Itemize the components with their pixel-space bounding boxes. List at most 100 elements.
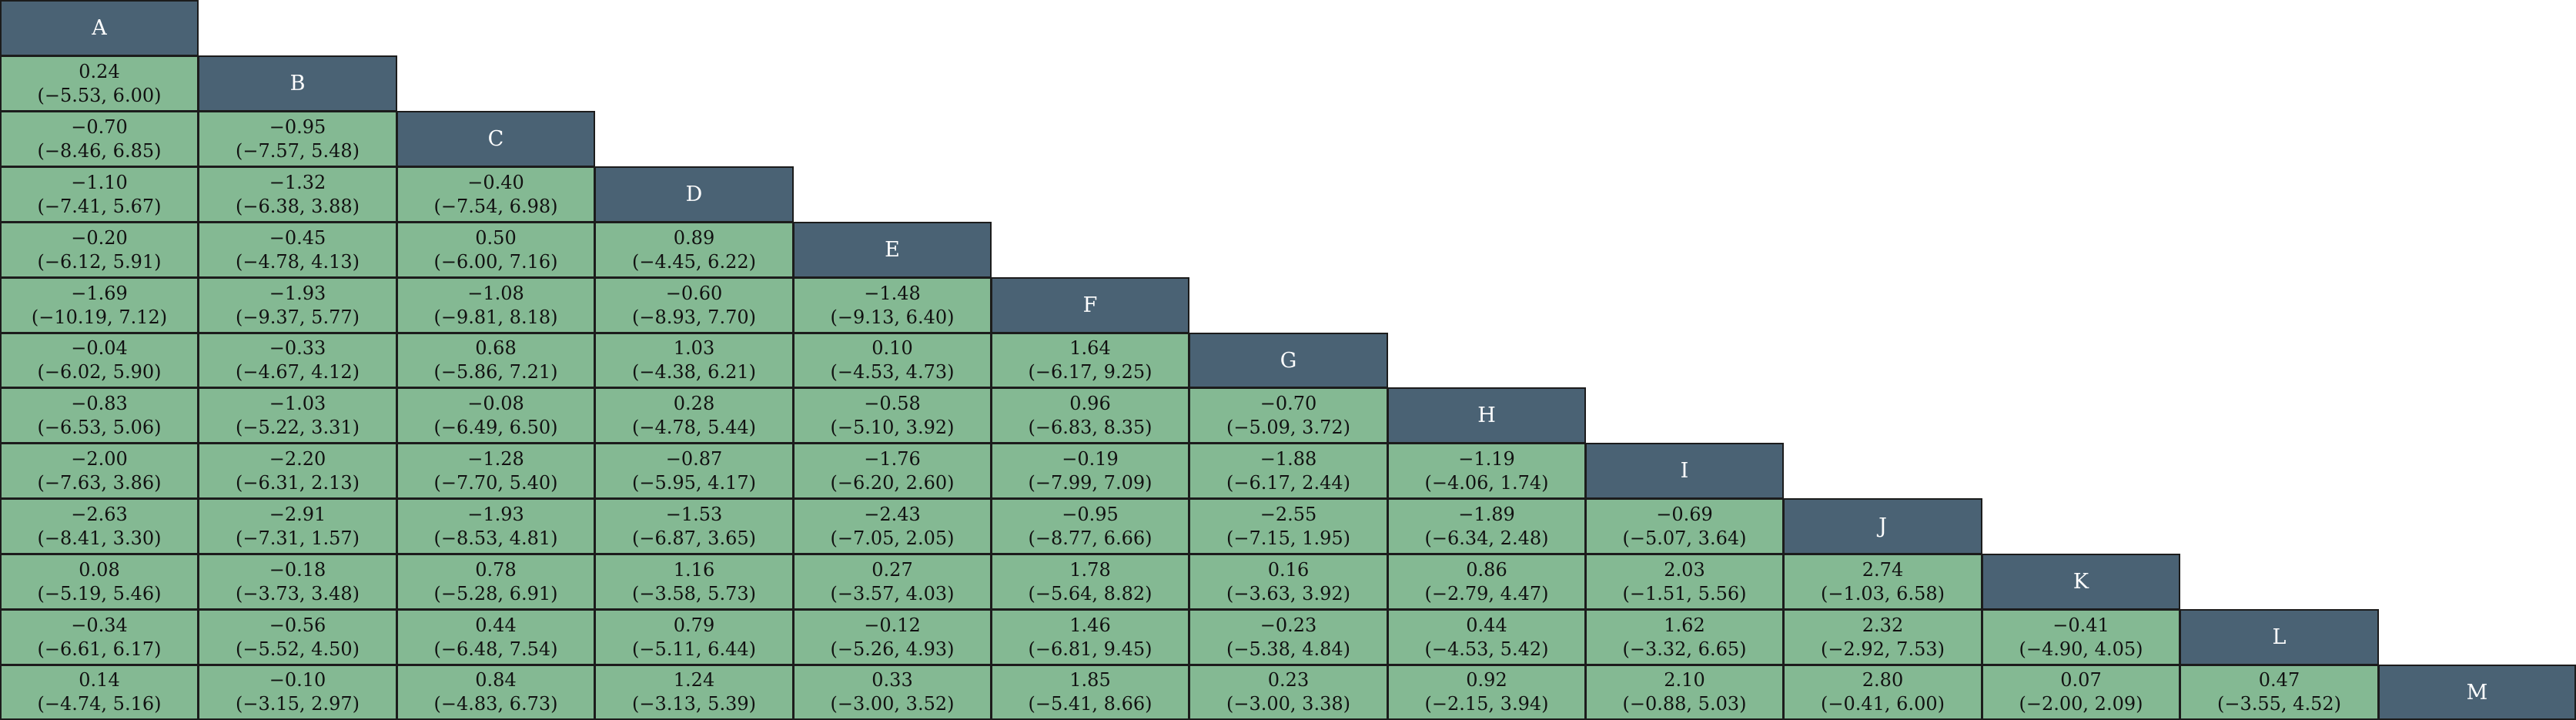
comparison-cell-d-c: −0.40 (−7.54, 6.98): [396, 166, 595, 223]
comparison-cell-i-c: −1.28 (−7.70, 5.40): [396, 443, 595, 499]
effect-estimate: 1.24: [673, 669, 715, 691]
confidence-interval: (−3.58, 5.73): [632, 582, 756, 604]
effect-estimate: 1.64: [1069, 337, 1111, 359]
effect-estimate: −1.48: [864, 282, 921, 304]
confidence-interval: (−2.79, 4.47): [1424, 582, 1549, 604]
confidence-interval: (−4.90, 4.05): [2019, 638, 2143, 660]
confidence-interval: (−3.55, 4.52): [2217, 693, 2341, 715]
confidence-interval: (−6.17, 9.25): [1028, 361, 1153, 383]
effect-estimate: 1.62: [1664, 614, 1705, 636]
effect-estimate: −0.34: [71, 614, 128, 636]
effect-estimate: −1.76: [864, 447, 921, 470]
effect-estimate: 0.89: [673, 226, 715, 249]
effect-estimate: −1.10: [71, 171, 128, 193]
confidence-interval: (−4.83, 6.73): [433, 693, 558, 715]
confidence-interval: (−8.46, 6.85): [37, 139, 162, 162]
effect-estimate: 0.14: [79, 669, 120, 691]
confidence-interval: (−5.11, 6.44): [632, 638, 756, 660]
comparison-cell-l-g: −0.23 (−5.38, 4.84): [1189, 609, 1388, 665]
effect-estimate: −0.18: [269, 558, 326, 581]
confidence-interval: (−8.41, 3.30): [37, 527, 162, 549]
effect-estimate: 2.10: [1664, 669, 1705, 691]
effect-estimate: −0.20: [71, 226, 128, 249]
comparison-cell-k-e: 0.27 (−3.57, 4.03): [793, 554, 992, 610]
comparison-cell-m-i: 2.10 (−0.88, 5.03): [1585, 665, 1784, 720]
comparison-cell-h-b: −1.03 (−5.22, 3.31): [198, 387, 397, 444]
effect-estimate: 0.28: [673, 392, 715, 414]
comparison-cell-g-d: 1.03 (−4.38, 6.21): [594, 333, 794, 388]
effect-estimate: −0.33: [269, 337, 326, 359]
effect-estimate: −0.19: [1062, 447, 1119, 470]
comparison-cell-c-a: −0.70 (−8.46, 6.85): [0, 111, 199, 167]
treatment-header-a: A: [0, 0, 199, 56]
treatment-header-h: H: [1387, 387, 1586, 444]
effect-estimate: −1.69: [71, 282, 128, 304]
confidence-interval: (−10.19, 7.12): [31, 306, 168, 328]
confidence-interval: (−4.06, 1.74): [1424, 471, 1549, 494]
confidence-interval: (−1.51, 5.56): [1622, 582, 1747, 604]
effect-estimate: −0.10: [269, 669, 326, 691]
confidence-interval: (−5.26, 4.93): [830, 638, 955, 660]
treatment-header-e: E: [793, 222, 992, 278]
confidence-interval: (−3.57, 4.03): [830, 582, 955, 604]
effect-estimate: 0.79: [673, 614, 715, 636]
effect-estimate: 0.07: [2060, 669, 2102, 691]
treatment-header-m: M: [2378, 665, 2576, 720]
confidence-interval: (−3.63, 3.92): [1226, 582, 1350, 604]
confidence-interval: (−5.09, 3.72): [1226, 416, 1350, 438]
comparison-cell-m-b: −0.10 (−3.15, 2.97): [198, 665, 397, 720]
comparison-cell-j-f: −0.95 (−8.77, 6.66): [991, 498, 1189, 554]
comparison-cell-l-f: 1.46 (−6.81, 9.45): [991, 609, 1189, 665]
comparison-cell-j-i: −0.69 (−5.07, 3.64): [1585, 498, 1784, 554]
confidence-interval: (−7.57, 5.48): [236, 139, 360, 162]
effect-estimate: −2.63: [71, 503, 128, 525]
effect-estimate: 2.80: [1862, 669, 1904, 691]
confidence-interval: (−6.12, 5.91): [37, 250, 162, 273]
effect-estimate: −0.95: [1062, 503, 1119, 525]
comparison-cell-h-d: 0.28 (−4.78, 5.44): [594, 387, 794, 444]
comparison-cell-l-b: −0.56 (−5.52, 4.50): [198, 609, 397, 665]
comparison-cell-m-j: 2.80 (−0.41, 6.00): [1783, 665, 1982, 720]
effect-estimate: 0.08: [79, 558, 120, 581]
effect-estimate: 1.03: [673, 337, 715, 359]
effect-estimate: −2.00: [71, 447, 128, 470]
effect-estimate: 0.27: [871, 558, 913, 581]
comparison-cell-k-j: 2.74 (−1.03, 6.58): [1783, 554, 1982, 610]
confidence-interval: (−5.86, 7.21): [433, 361, 558, 383]
comparison-cell-j-g: −2.55 (−7.15, 1.95): [1189, 498, 1388, 554]
confidence-interval: (−6.48, 7.54): [433, 638, 558, 660]
comparison-cell-f-c: −1.08 (−9.81, 8.18): [396, 277, 595, 333]
comparison-cell-e-b: −0.45 (−4.78, 4.13): [198, 222, 397, 278]
effect-estimate: 2.03: [1664, 558, 1705, 581]
comparison-cell-k-h: 0.86 (−2.79, 4.47): [1387, 554, 1586, 610]
effect-estimate: −0.12: [864, 614, 921, 636]
confidence-interval: (−4.78, 4.13): [236, 250, 360, 273]
comparison-cell-f-e: −1.48 (−9.13, 6.40): [793, 277, 992, 333]
effect-estimate: −0.04: [71, 337, 128, 359]
confidence-interval: (−5.52, 4.50): [236, 638, 360, 660]
confidence-interval: (−5.22, 3.31): [236, 416, 360, 438]
effect-estimate: 0.68: [475, 337, 517, 359]
comparison-cell-m-a: 0.14 (−4.74, 5.16): [0, 665, 199, 720]
confidence-interval: (−6.87, 3.65): [632, 527, 756, 549]
effect-estimate: −1.88: [1260, 447, 1317, 470]
comparison-cell-e-c: 0.50 (−6.00, 7.16): [396, 222, 595, 278]
comparison-cell-l-j: 2.32 (−2.92, 7.53): [1783, 609, 1982, 665]
confidence-interval: (−0.41, 6.00): [1821, 693, 1945, 715]
comparison-cell-l-k: −0.41 (−4.90, 4.05): [1982, 609, 2180, 665]
effect-estimate: −2.55: [1260, 503, 1317, 525]
comparison-cell-d-a: −1.10 (−7.41, 5.67): [0, 166, 199, 223]
confidence-interval: (−4.78, 5.44): [632, 416, 756, 438]
confidence-interval: (−3.32, 6.65): [1622, 638, 1747, 660]
effect-estimate: −0.87: [665, 447, 723, 470]
comparison-cell-k-f: 1.78 (−5.64, 8.82): [991, 554, 1189, 610]
comparison-cell-g-f: 1.64 (−6.17, 9.25): [991, 333, 1189, 388]
comparison-cell-k-g: 0.16 (−3.63, 3.92): [1189, 554, 1388, 610]
effect-estimate: −0.83: [71, 392, 128, 414]
effect-estimate: 1.16: [673, 558, 715, 581]
comparison-cell-i-f: −0.19 (−7.99, 7.09): [991, 443, 1189, 499]
effect-estimate: 0.23: [1267, 669, 1310, 691]
effect-estimate: −1.89: [1458, 503, 1515, 525]
treatment-header-k: K: [1982, 554, 2180, 610]
confidence-interval: (−8.77, 6.66): [1028, 527, 1153, 549]
